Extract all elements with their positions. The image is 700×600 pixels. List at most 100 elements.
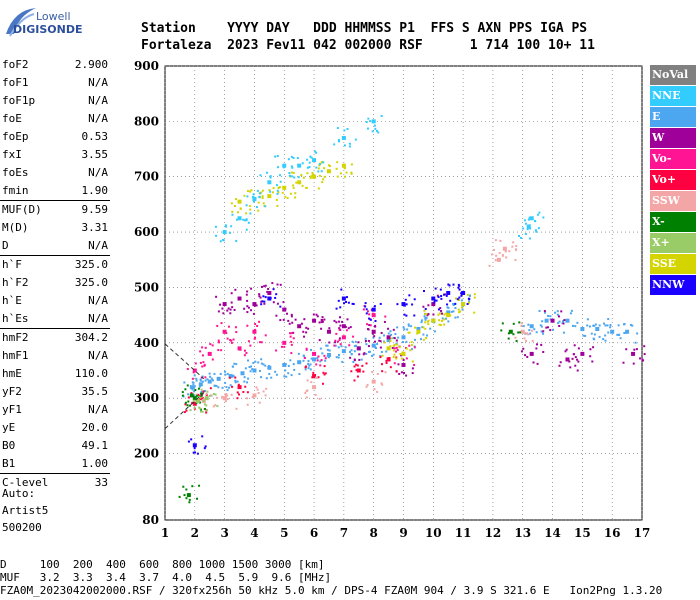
data-point-e — [365, 352, 368, 355]
data-point-nne — [377, 131, 380, 134]
data-point-nne — [348, 142, 351, 145]
data-point-e — [413, 338, 416, 341]
data-point-w — [444, 293, 447, 296]
data-point-nnw — [187, 440, 190, 443]
data-point-w — [222, 312, 225, 315]
data-point-e — [426, 334, 429, 337]
data-point-sse — [350, 163, 353, 166]
data-point-w — [403, 372, 406, 375]
data-point-w — [550, 318, 555, 323]
data-point-sse — [398, 346, 401, 349]
data-point-ssw — [312, 385, 317, 390]
data-point-vo- — [201, 346, 204, 349]
data-point-sse — [457, 308, 460, 311]
data-point-nne — [526, 228, 529, 231]
param-value: 2.900 — [74, 58, 108, 71]
data-point-e — [624, 331, 627, 334]
data-point-nne — [259, 192, 262, 195]
param-name: h`Es — [2, 312, 29, 325]
data-point-nnw — [371, 309, 374, 312]
data-point-w — [367, 345, 370, 348]
data-point-w — [569, 366, 572, 369]
data-point-vo- — [192, 368, 197, 373]
data-point-sse — [422, 326, 425, 329]
data-point-vo- — [185, 409, 188, 412]
data-point-vo- — [207, 351, 212, 356]
footer-file-info: FZA0M_2023042002000.RSF / 320fx256h 50 k… — [0, 584, 663, 597]
data-point-ssw — [508, 250, 511, 253]
data-point-vo- — [365, 362, 368, 365]
data-point-e — [576, 321, 579, 324]
data-point-nnw — [379, 302, 382, 305]
data-point-ssw — [214, 404, 217, 407]
data-point-e — [226, 372, 229, 375]
data-point-vo- — [260, 341, 263, 344]
param-name: B0 — [2, 439, 16, 452]
data-point-nnw — [267, 296, 272, 301]
data-point-sse — [297, 180, 302, 185]
data-point-w — [266, 290, 269, 293]
data-point-e — [285, 375, 288, 378]
digisonde-logo — [4, 4, 74, 40]
data-point-sse — [230, 202, 233, 205]
data-point-nne — [310, 156, 313, 159]
data-point-sse — [424, 327, 427, 330]
data-point-vo- — [237, 385, 242, 390]
param-value: N/A — [88, 403, 108, 416]
data-point-w — [358, 353, 361, 356]
param-row-fof2: foF2 2.900 — [0, 56, 112, 74]
data-point-e — [565, 318, 570, 323]
data-point-e — [189, 385, 194, 390]
data-point-vo- — [355, 363, 358, 366]
data-point-e — [234, 379, 237, 382]
data-point-sse — [294, 192, 297, 195]
data-point-nnw — [403, 304, 406, 307]
data-point-ssw — [526, 332, 529, 335]
data-point-e — [284, 363, 287, 366]
data-point-e — [543, 311, 546, 314]
data-point-w — [344, 325, 347, 328]
data-point-w — [338, 337, 341, 340]
data-point-ssw — [252, 393, 257, 398]
data-point-x- — [500, 329, 503, 332]
data-point-w — [405, 374, 408, 377]
data-point-w — [378, 339, 381, 342]
data-point-sse — [267, 194, 272, 199]
param-separator — [0, 200, 110, 201]
data-point-vo- — [395, 370, 398, 373]
data-point-vo- — [322, 371, 325, 374]
polarization-legend: NoVal NNE E W Vo- Vo+ SSW X- X+ SSE NNW — [650, 65, 696, 296]
data-point-x- — [186, 493, 191, 498]
data-point-e — [201, 380, 204, 383]
data-point-sse — [257, 201, 260, 204]
data-point-e — [394, 333, 397, 336]
data-point-nne — [524, 233, 527, 236]
param-name: fmin — [2, 184, 29, 197]
data-point-nne — [336, 127, 339, 130]
data-point-e — [252, 361, 255, 364]
data-point-vo- — [323, 354, 326, 357]
data-point-w — [577, 347, 580, 350]
data-point-vo- — [290, 332, 293, 335]
data-point-sse — [401, 351, 406, 356]
data-point-sse — [457, 299, 460, 302]
data-point-e — [233, 362, 236, 365]
data-point-nne — [292, 157, 295, 160]
data-point-e — [193, 374, 196, 377]
auto-label: Auto: — [2, 487, 36, 500]
data-point-w — [576, 369, 579, 372]
data-point-e — [258, 369, 261, 372]
data-point-nne — [534, 229, 537, 232]
data-point-w — [258, 293, 261, 296]
logo-swoosh-icon — [6, 8, 36, 37]
data-point-vo- — [356, 368, 361, 373]
data-point-vo- — [211, 344, 214, 347]
data-point-ssw — [496, 257, 501, 262]
data-point-sse — [278, 186, 281, 189]
data-point-sse — [249, 190, 252, 193]
data-point-nne — [277, 166, 280, 169]
data-point-vo- — [209, 387, 212, 390]
data-point-ssw — [304, 392, 307, 395]
data-point-sse — [277, 191, 280, 194]
data-point-nne — [235, 240, 238, 243]
